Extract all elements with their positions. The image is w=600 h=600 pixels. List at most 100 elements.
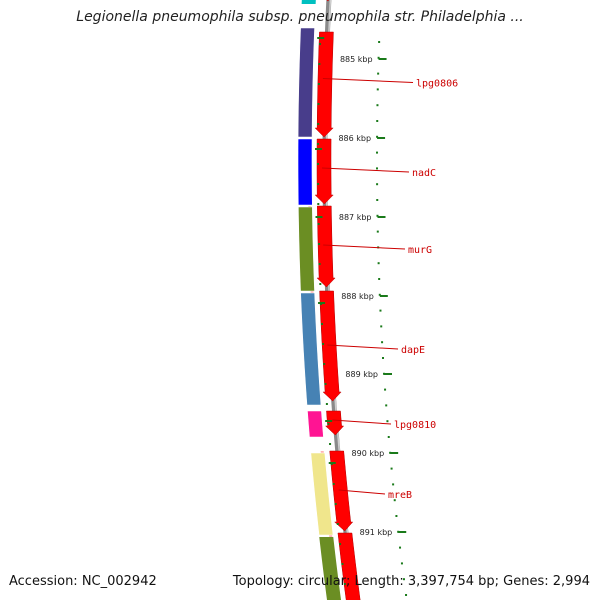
tick-label: 888 kbp: [341, 292, 374, 301]
gene-feature-block[interactable]: [307, 410, 324, 438]
cds-arrow: [314, 138, 334, 205]
minor-tick-dot: [395, 515, 398, 517]
minor-tick-dot: [390, 467, 393, 470]
gene-label[interactable]: murG: [408, 245, 432, 256]
gene-label[interactable]: lpg0810: [394, 420, 436, 431]
gene-feature-shine: [300, 453, 312, 535]
feature-track-dot: [325, 403, 328, 405]
minor-tick-dot: [376, 151, 379, 154]
feature-track-dot: [339, 543, 342, 545]
feature-track-dot: [317, 143, 320, 145]
minor-tick-dot: [377, 72, 380, 75]
gene-feature-track: [288, 0, 341, 600]
feature-track-dot: [317, 223, 320, 225]
feature-track-dot: [317, 103, 320, 105]
minor-tick-dot: [377, 262, 380, 265]
minor-tick-dot: [376, 135, 379, 138]
gene-label[interactable]: nadC: [412, 168, 436, 179]
minor-tick-dot: [386, 420, 389, 423]
minor-tick-dot: [376, 214, 379, 217]
feature-track-dot: [323, 363, 326, 365]
feature-track-dot: [322, 343, 325, 345]
topology-text: Topology: circular; Length: 3,397,754 bp…: [232, 574, 590, 589]
minor-tick-dot: [376, 88, 379, 91]
gene-feature-block[interactable]: [310, 452, 334, 536]
gene-label[interactable]: lpg0806: [416, 79, 458, 90]
minor-tick-dot: [397, 530, 400, 533]
minor-tick-dot: [377, 56, 380, 59]
tick-label: 889 kbp: [345, 370, 378, 379]
gene-feature-block: [319, 537, 341, 600]
minor-tick-dot: [405, 594, 408, 596]
minor-tick-dot: [378, 278, 381, 280]
gene-label-leader: [332, 419, 392, 425]
feature-track-dot: [317, 123, 320, 125]
gene-label-leader: [321, 167, 410, 173]
minor-tick-dot: [381, 341, 384, 344]
feature-track-dot: [324, 383, 327, 385]
minor-tick-dot: [376, 104, 379, 107]
gene-label-leader: [338, 489, 386, 495]
gene-feature-shine: [288, 207, 294, 291]
gene-feature-shine: [290, 293, 300, 405]
minor-tick-dot: [378, 41, 381, 43]
major-ticks: 885 kbp 886 kbp 887 kbp 888 kbp 889 kbp 890 k…: [338, 55, 407, 537]
feature-track-dot: [318, 243, 321, 245]
gene-feature-block[interactable]: [297, 27, 315, 138]
feature-track-dot: [334, 503, 337, 505]
minor-tick-dot: [402, 578, 405, 581]
tick-label: 885 kbp: [340, 55, 373, 64]
gene-feature-shine: [288, 139, 292, 205]
minor-tick-dot: [379, 309, 382, 312]
tick-label: 886 kbp: [338, 134, 371, 143]
minor-tick-dot: [389, 451, 392, 454]
cds-arrow: [314, 31, 334, 138]
accession-text: Accession: NC_002942: [9, 574, 157, 589]
gene-label-leader: [327, 344, 399, 350]
tick-label: 890 kbp: [352, 449, 385, 458]
cds-arrow: [337, 532, 361, 600]
feature-track-dot: [332, 483, 335, 485]
minor-tick-dot: [376, 199, 379, 201]
gene-label[interactable]: mreB: [388, 490, 412, 501]
gene-feature-shine: [297, 411, 303, 437]
minor-tick-dot: [392, 483, 395, 486]
feature-track-dot: [318, 63, 321, 65]
gene-feature-block[interactable]: [298, 206, 315, 292]
feature-track-dot: [317, 83, 320, 85]
cds-arrow: [316, 205, 336, 288]
minor-tick-dot: [399, 546, 402, 549]
cds-arrow: [326, 0, 330, 2]
feature-track-dot: [317, 163, 320, 165]
cds-arrow: [319, 290, 342, 402]
gene-feature-block[interactable]: [300, 292, 322, 406]
feature-track-dot: [320, 303, 323, 305]
gene-feature-block: [301, 0, 316, 4]
feature-track-dot: [319, 43, 322, 45]
feature-track-dot: [330, 463, 333, 465]
feature-track-dot: [318, 263, 321, 265]
minor-tick-dot: [384, 388, 387, 391]
cds-arrow: [329, 450, 354, 532]
minor-tick-dot: [376, 167, 379, 170]
feature-track-dot: [319, 283, 322, 285]
minor-tick-dot: [380, 325, 383, 328]
feature-track-dot: [336, 523, 339, 525]
gene-feature-block[interactable]: [297, 138, 313, 206]
feature-track-dot: [341, 563, 344, 565]
minor-tick-dots: [376, 41, 408, 596]
feature-track-dot: [321, 323, 324, 325]
minor-tick-dot: [376, 230, 379, 233]
map-title: Legionella pneumophila subsp. pneumophil…: [76, 9, 524, 25]
feature-track-dot: [327, 423, 330, 425]
minor-tick-dot: [382, 372, 385, 375]
gene-labels: lpg0806 nadC murG dapE lpg0810 mreB: [315, 37, 458, 585]
feature-track-dot: [343, 583, 346, 585]
minor-tick-dot: [376, 183, 379, 186]
gene-label[interactable]: dapE: [401, 345, 425, 356]
gene-label-leader: [322, 78, 414, 83]
minor-tick-dot: [385, 404, 388, 407]
tick-label: 887 kbp: [339, 213, 372, 222]
